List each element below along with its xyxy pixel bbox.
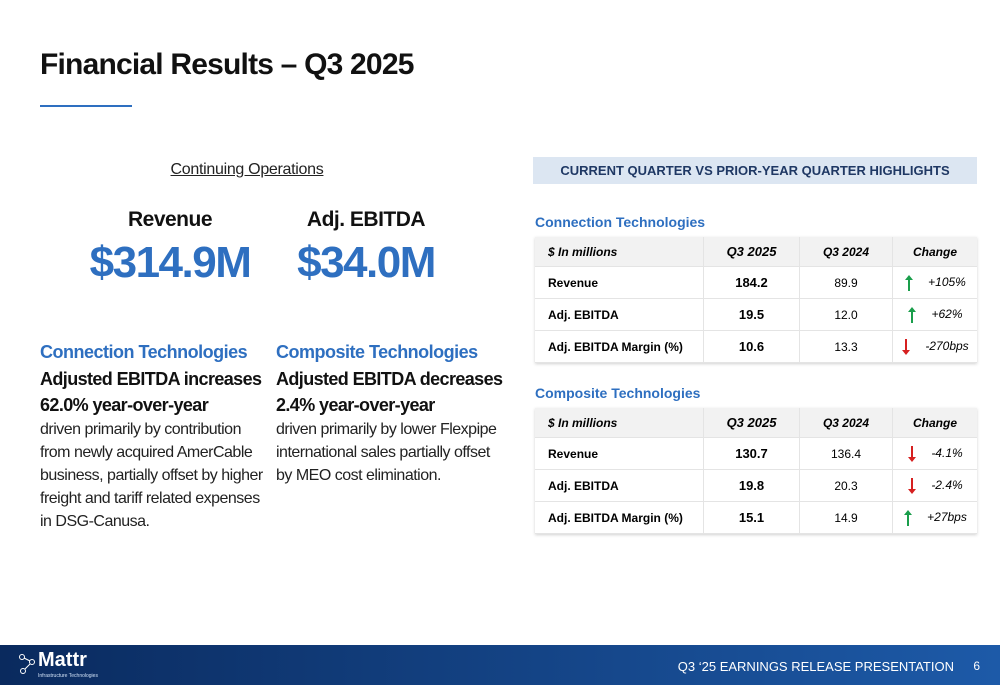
header-row: $ In millions Q3 2025 Q3 2024 Change xyxy=(535,408,977,438)
header-cell: Q3 2024 xyxy=(799,408,893,438)
arrow-shape xyxy=(902,338,911,355)
arrow-shape xyxy=(904,509,913,526)
kpi: Revenue $314.9M xyxy=(80,208,260,288)
arrow-shape xyxy=(908,445,917,462)
title: Financial Results – Q3 2025 xyxy=(40,48,414,81)
kpi: Adj. EBITDA $34.0M xyxy=(276,208,456,288)
segment-name: Composite Technologies xyxy=(276,342,478,362)
cell: Adj. EBITDA Margin (%) xyxy=(535,501,704,534)
cell: +105% xyxy=(892,266,977,299)
cell: -2.4% xyxy=(892,469,977,502)
page-number: 6 xyxy=(973,659,980,673)
title-rule xyxy=(40,105,132,107)
trend-arrow xyxy=(902,338,911,355)
header-cell: Q3 2025 xyxy=(703,237,800,267)
cell: Revenue xyxy=(535,266,704,299)
segment-body: driven primarily by lower Flexpipe inter… xyxy=(276,421,497,484)
segment-headline: Adjusted EBITDA increases 62.0% year-ove… xyxy=(40,369,262,415)
cell: +27bps xyxy=(892,501,977,534)
table-title: Composite Technologies xyxy=(535,385,701,401)
cell: 13.3 xyxy=(799,330,893,363)
segment: Composite Technologies Adjusted EBITDA d… xyxy=(276,342,508,487)
segment: Connection Technologies Adjusted EBITDA … xyxy=(40,342,272,533)
cell: Adj. EBITDA xyxy=(535,298,704,331)
row: Adj. EBITDA 19.5 12.0 +62% xyxy=(535,298,977,331)
row: Adj. EBITDA Margin (%) 10.6 13.3 -270bps xyxy=(535,330,977,363)
cell: 14.9 xyxy=(799,501,893,534)
table: $ In millions Q3 2025 Q3 2024 Change Revenue… xyxy=(535,408,977,534)
row: Revenue 184.2 89.9 +105% xyxy=(535,266,977,299)
change-text: +105% xyxy=(928,274,966,289)
cell: 184.2 xyxy=(703,266,800,299)
table-title: Connection Technologies xyxy=(535,214,706,230)
trend-arrow xyxy=(905,274,914,291)
header-cell: $ In millions xyxy=(535,237,704,267)
change-text: +62% xyxy=(931,306,963,321)
segment-body: driven primarily by contribution from ne… xyxy=(40,421,263,530)
trend-arrow xyxy=(908,306,917,323)
table: $ In millions Q3 2025 Q3 2024 Change Revenue… xyxy=(535,237,977,363)
cell: 19.5 xyxy=(703,298,800,331)
trend-arrow xyxy=(908,477,917,494)
cell: Adj. EBITDA xyxy=(535,469,704,502)
footer-caption: Q3 ‘25 EARNINGS RELEASE PRESENTATION xyxy=(677,659,954,674)
row: Adj. EBITDA 19.8 20.3 -2.4% xyxy=(535,469,977,502)
cell: Revenue xyxy=(535,437,704,470)
segment-headline: Adjusted EBITDA decreases 2.4% year-over… xyxy=(276,369,503,415)
change-text: -4.1% xyxy=(931,445,963,460)
cell: -4.1% xyxy=(892,437,977,470)
logo-subtitle: Infrastructure Technologies xyxy=(38,673,98,679)
row: Revenue 130.7 136.4 -4.1% xyxy=(535,437,977,470)
row: Adj. EBITDA Margin (%) 15.1 14.9 +27bps xyxy=(535,501,977,534)
cell: 130.7 xyxy=(703,437,800,470)
header-cell: Q3 2024 xyxy=(799,237,893,267)
cell: 89.9 xyxy=(799,266,893,299)
change-text: -270bps xyxy=(925,338,969,353)
cell: 20.3 xyxy=(799,469,893,502)
arrow-shape xyxy=(908,477,917,494)
footer: Mattr Infrastructure Technologies Q3 ‘25… xyxy=(0,645,1000,685)
section-label: Continuing Operations xyxy=(170,161,324,178)
kpi-value: $34.0M xyxy=(297,238,436,287)
cell: Adj. EBITDA Margin (%) xyxy=(535,330,704,363)
cell: -270bps xyxy=(892,330,977,363)
kpi-label: Revenue xyxy=(127,208,213,231)
cell: 15.1 xyxy=(703,501,800,534)
kpi-label: Adj. EBITDA xyxy=(306,208,426,231)
logo: Mattr xyxy=(38,649,87,671)
logo-icon xyxy=(19,654,35,674)
cell: 10.6 xyxy=(703,330,800,363)
change-text: -2.4% xyxy=(931,477,963,492)
arrow-shape xyxy=(908,306,917,323)
cell: 12.0 xyxy=(799,298,893,331)
cell: 136.4 xyxy=(799,437,893,470)
trend-arrow xyxy=(908,445,917,462)
arrow-shape xyxy=(905,274,914,291)
header-cell: Q3 2025 xyxy=(703,408,800,438)
header-row: $ In millions Q3 2025 Q3 2024 Change xyxy=(535,237,977,267)
banner: CURRENT QUARTER VS PRIOR-YEAR QUARTER HI… xyxy=(533,157,977,184)
header-cell: Change xyxy=(892,408,977,438)
segment-name: Connection Technologies xyxy=(40,342,248,362)
kpi-value: $314.9M xyxy=(89,238,252,287)
cell: 19.8 xyxy=(703,469,800,502)
header-cell: Change xyxy=(892,237,977,267)
header-cell: $ In millions xyxy=(535,408,704,438)
cell: +62% xyxy=(892,298,977,331)
change-text: +27bps xyxy=(927,509,967,524)
trend-arrow xyxy=(904,509,913,526)
